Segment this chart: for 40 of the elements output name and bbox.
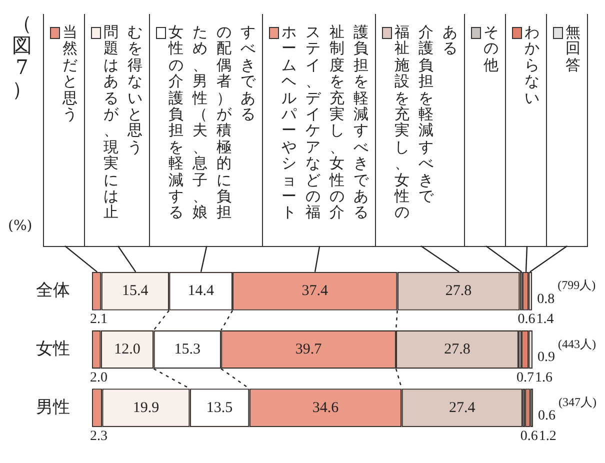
data-label: 19.9 <box>132 400 160 416</box>
data-label: 2.0 <box>90 370 108 386</box>
text: 福祉施設を充実し、女性の介護負担を軽減すべきである <box>394 23 458 222</box>
text: ホームヘルパーやショートステイ、デイケアなどの福祉制度を充実し、女性の介護負担を軽減すべきである <box>282 23 368 222</box>
data-label: 12.0 <box>114 341 140 358</box>
data-label: 1.6 <box>534 370 552 386</box>
data-label: 1.2 <box>538 428 556 444</box>
data-label: 27.8 <box>444 341 470 358</box>
data-label: 27.8 <box>445 283 472 300</box>
data-label: 0.6 <box>520 428 538 444</box>
data-label: 2.1 <box>90 312 108 328</box>
text: 女性の介護負担を軽減するため、男性（夫、息子、娘の配偶者）が積極的に負担すべきである <box>168 23 256 222</box>
legend-label: わからない <box>524 23 540 107</box>
data-label: 0.9 <box>538 350 556 366</box>
data-label: 14.4 <box>188 283 214 300</box>
data-label: 15.3 <box>174 341 201 358</box>
data-label: 0.6 <box>538 408 556 424</box>
chart-title: （図7） <box>12 11 32 101</box>
data-label: 0.6 <box>518 312 536 328</box>
data-label: 0.7 <box>516 370 534 386</box>
data-label: 1.4 <box>536 312 554 328</box>
text: (443人) <box>558 336 596 352</box>
data-label: 2.3 <box>90 428 108 444</box>
data-label: 39.7 <box>295 341 322 358</box>
data-label: 27.4 <box>448 400 476 416</box>
legend-label: 無回答 <box>565 23 581 74</box>
data-label: 15.4 <box>122 283 149 300</box>
y-tick-label: 全体 <box>36 280 70 301</box>
data-label: 37.4 <box>302 283 329 300</box>
text: (%) <box>8 218 32 234</box>
text: (799人) <box>558 277 596 294</box>
text: 問題はあるが、現実には止むを得ないと思う <box>104 23 142 222</box>
data-label: 13.5 <box>206 400 233 416</box>
y-tick-label: 男性 <box>36 397 70 418</box>
data-label: 34.6 <box>312 400 340 416</box>
y-tick-label: 女性 <box>36 338 70 359</box>
legend-label: その他 <box>483 23 499 74</box>
data-label: 0.8 <box>537 292 555 307</box>
legend-label: 当然だと思う <box>62 23 78 124</box>
text: (347人) <box>558 394 596 411</box>
